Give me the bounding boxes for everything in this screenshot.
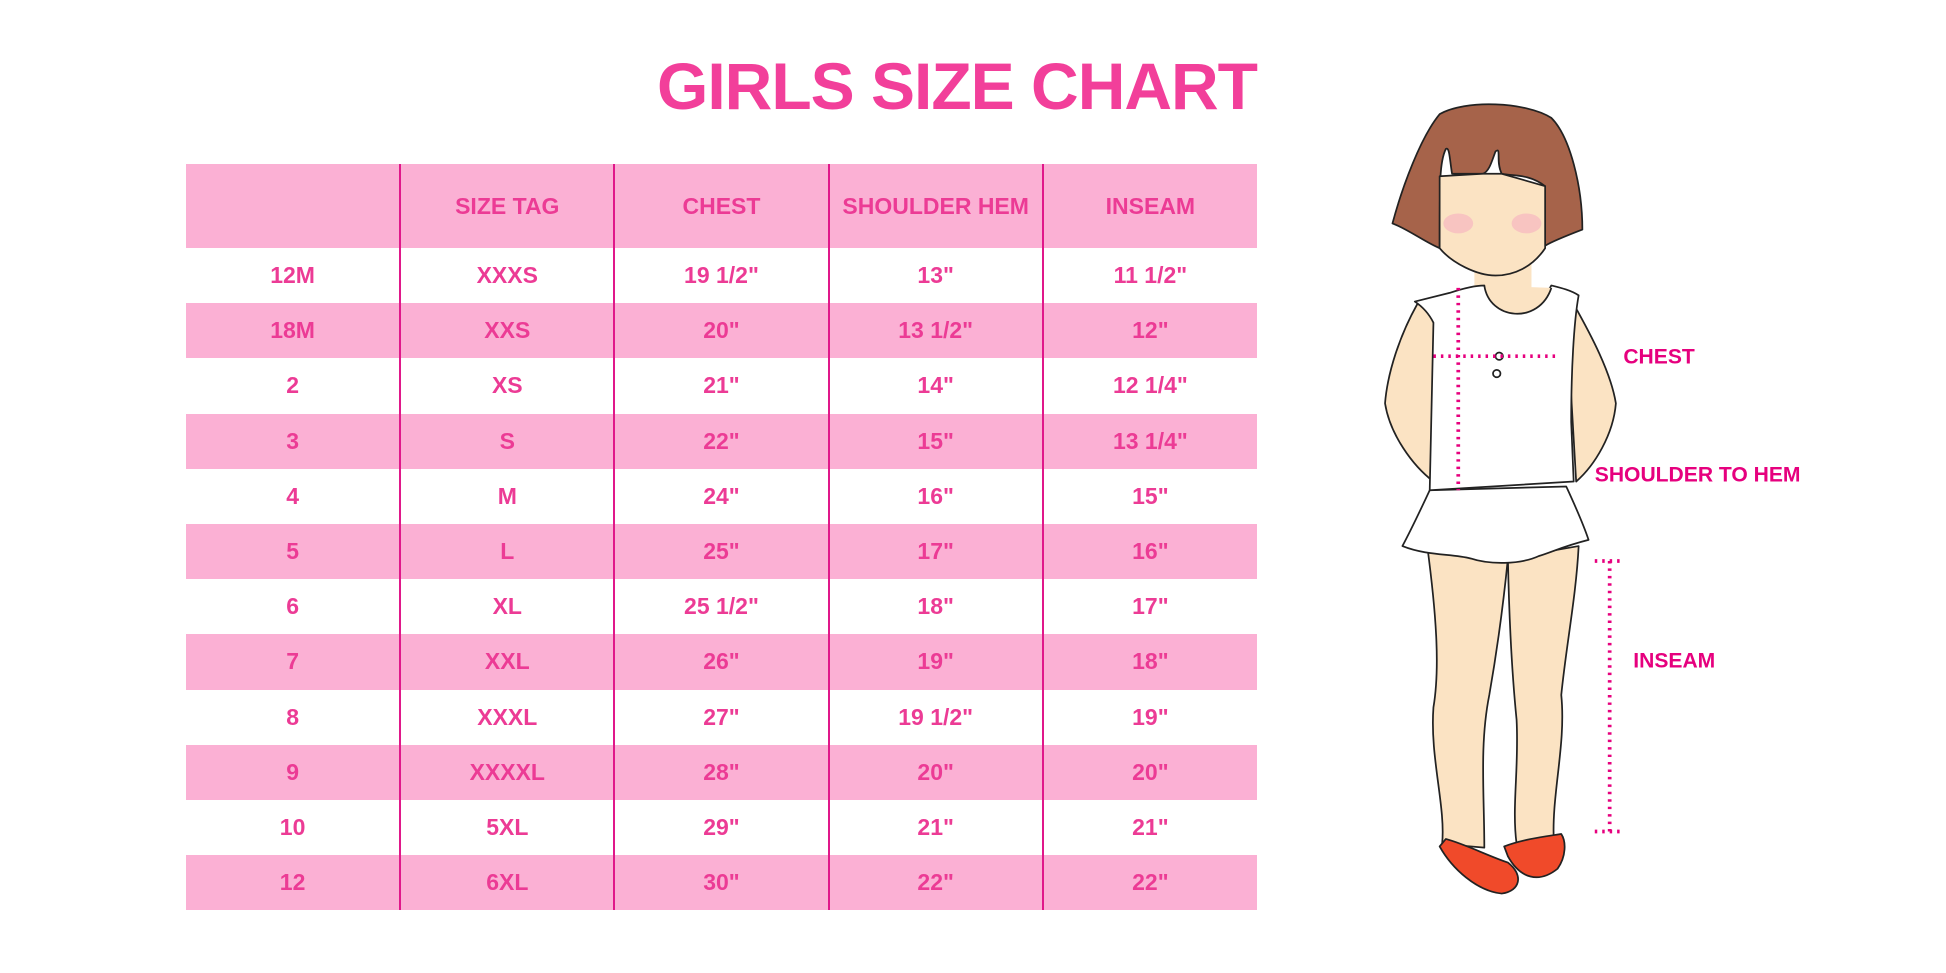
cell-size: 3 xyxy=(186,413,401,469)
cell-inseam: 22" xyxy=(1041,855,1257,911)
header-size xyxy=(186,164,401,248)
table-row: 3 S 22" 15" 13 1/4" xyxy=(186,413,1257,469)
shirt xyxy=(1413,284,1580,492)
skirt xyxy=(1401,485,1590,564)
cell-shoulder-hem: 16" xyxy=(827,468,1043,524)
table-row: 5 L 25" 17" 16" xyxy=(186,523,1257,580)
cell-size: 12M xyxy=(270,262,315,289)
button-icon xyxy=(1494,351,1504,361)
cell-size: 7 xyxy=(186,634,401,690)
cell-size: 12 xyxy=(186,855,401,911)
header-chest: CHEST xyxy=(613,164,829,248)
cell-inseam: 15" xyxy=(1041,468,1257,524)
table-row: 18M XXS 20" 13 1/2" 12" xyxy=(186,303,1257,359)
cell-shoulder-hem: 17" xyxy=(827,523,1043,580)
right-shoe xyxy=(1503,833,1566,878)
cell-shoulder-hem: 13 1/2" xyxy=(827,303,1043,359)
neck xyxy=(1474,260,1532,296)
table-row: 7 XXL 26" 19" 18" xyxy=(186,634,1257,690)
cell-chest: 25" xyxy=(613,523,829,580)
cell-shoulder-hem: 19" xyxy=(827,634,1043,690)
right-arm xyxy=(1565,303,1617,483)
cell-size-tag: XXXL xyxy=(399,689,615,745)
cell-shoulder-hem: 20" xyxy=(827,744,1043,800)
cell-size: 8 xyxy=(286,703,299,730)
cell-size-tag: 6XL xyxy=(399,855,615,911)
cell-chest: 28" xyxy=(613,744,829,800)
table-row: 9 XXXXL 28" 20" 20" xyxy=(186,744,1257,800)
cell-shoulder-hem: 15" xyxy=(827,413,1043,469)
cell-size: 5 xyxy=(186,523,401,580)
cell-chest: 25 1/2" xyxy=(613,579,829,635)
cell-inseam: 12" xyxy=(1041,303,1257,359)
table-row: 2 XS 21" 14" 12 1/4" xyxy=(186,358,1257,414)
cell-inseam: 12 1/4" xyxy=(1041,358,1257,414)
cell-size-tag: S xyxy=(399,413,615,469)
cell-size-tag: L xyxy=(399,523,615,580)
cell-size-tag: XS xyxy=(399,358,615,414)
table-header-row: SIZE TAG CHEST SHOULDER HEM INSEAM xyxy=(186,164,1257,248)
cell-inseam: 18" xyxy=(1041,634,1257,690)
cell-shoulder-hem: 22" xyxy=(827,855,1043,911)
cell-size-tag: 5XL xyxy=(399,799,615,856)
header-size-tag: SIZE TAG xyxy=(399,164,615,248)
cell-shoulder-hem: 21" xyxy=(827,799,1043,856)
neckline xyxy=(1483,285,1553,315)
size-chart-table: SIZE TAG CHEST SHOULDER HEM INSEAM 12M XX… xyxy=(186,164,1257,911)
table-row: 10 5XL 29" 21" 21" xyxy=(186,799,1257,856)
cell-chest: 19 1/2" xyxy=(613,248,829,304)
page-title: GIRLS SIZE CHART xyxy=(656,49,1258,123)
table-row: 12M XXXS 19 1/2" 13" 11 1/2" xyxy=(186,248,1257,304)
cell-chest: 21" xyxy=(613,358,829,414)
shoulder-to-hem-label: SHOULDER TO HEM xyxy=(1595,464,1801,487)
cell-size: 2 xyxy=(286,372,299,399)
table-row: 12 6XL 30" 22" 22" xyxy=(186,855,1257,911)
left-leg xyxy=(1426,545,1509,849)
cell-chest: 24" xyxy=(613,468,829,524)
cell-inseam: 19" xyxy=(1041,689,1257,745)
table-row: 8 XXXL 27" 19 1/2" 19" xyxy=(186,689,1257,745)
cell-size-tag: M xyxy=(399,468,615,524)
cell-inseam: 17" xyxy=(1041,579,1257,635)
cell-size: 10 xyxy=(279,813,306,840)
inseam-label: INSEAM xyxy=(1633,650,1715,673)
cell-chest: 30" xyxy=(613,855,829,911)
cell-chest: 27" xyxy=(613,689,829,745)
cell-chest: 29" xyxy=(613,799,829,856)
chest-label: CHEST xyxy=(1623,346,1695,369)
hair xyxy=(1391,103,1584,250)
cell-shoulder-hem: 18" xyxy=(827,579,1043,635)
cell-chest: 22" xyxy=(613,413,829,469)
cell-size-tag: XXXS xyxy=(399,248,615,304)
cell-size: 18M xyxy=(186,303,401,359)
cell-inseam: 11 1/2" xyxy=(1041,248,1257,304)
face xyxy=(1438,172,1547,277)
cell-size: 9 xyxy=(186,744,401,800)
cheek xyxy=(1443,213,1474,234)
cell-size-tag: XXS xyxy=(399,303,615,359)
cell-inseam: 13 1/4" xyxy=(1041,413,1257,469)
cell-size: 6 xyxy=(286,593,299,620)
cell-shoulder-hem: 13" xyxy=(827,248,1043,304)
cell-chest: 26" xyxy=(613,634,829,690)
left-shoe xyxy=(1438,838,1519,895)
button-icon xyxy=(1492,368,1502,379)
cell-shoulder-hem: 14" xyxy=(827,358,1043,414)
cell-size-tag: XL xyxy=(399,579,615,635)
table-row: 4 M 24" 16" 15" xyxy=(186,468,1257,524)
cell-size: 4 xyxy=(286,482,299,509)
table-row: 6 XL 25 1/2" 18" 17" xyxy=(186,579,1257,635)
cell-inseam: 21" xyxy=(1041,799,1257,856)
cell-chest: 20" xyxy=(613,303,829,359)
cell-size-tag: XXL xyxy=(399,634,615,690)
right-leg xyxy=(1507,545,1580,845)
cell-size-tag: XXXXL xyxy=(399,744,615,800)
cheek xyxy=(1511,213,1542,234)
left-arm xyxy=(1384,303,1441,483)
header-inseam: INSEAM xyxy=(1041,164,1257,248)
cell-inseam: 16" xyxy=(1041,523,1257,580)
cell-inseam: 20" xyxy=(1041,744,1257,800)
cell-shoulder-hem: 19 1/2" xyxy=(827,689,1043,745)
header-shoulder-hem: SHOULDER HEM xyxy=(827,164,1043,248)
